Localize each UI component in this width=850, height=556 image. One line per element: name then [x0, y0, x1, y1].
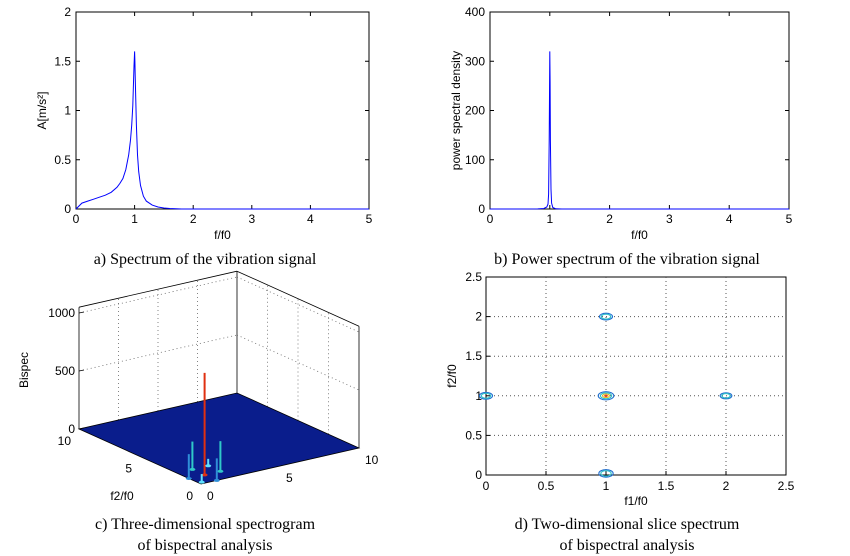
- z-tick-mark: [78, 311, 85, 314]
- contour-ring: [598, 312, 614, 321]
- plot-frame: [75, 11, 370, 210]
- caption-c-line2: of bispectral analysis: [137, 537, 273, 554]
- y-tick-label: 2.5: [465, 270, 482, 284]
- y-tick-label: 1: [64, 104, 71, 118]
- y-axis-label: power spectral density: [449, 51, 463, 170]
- y-tick-label: 100: [465, 153, 485, 167]
- contour-ring: [480, 392, 492, 399]
- box-edge-top: [236, 270, 360, 327]
- x-tick-label: 0: [483, 479, 490, 493]
- series-line: [490, 51, 789, 210]
- x-tick-label: 4: [726, 212, 733, 226]
- x-tick-label: 2: [723, 479, 730, 493]
- contour-ring: [600, 313, 612, 320]
- z-axis-label: Bispec: [17, 352, 31, 388]
- contour-ring: [721, 393, 731, 399]
- series-line: [75, 51, 369, 210]
- x-tick-label: 3: [666, 212, 673, 226]
- plot-frame: [489, 11, 790, 210]
- contour-ring: [599, 392, 613, 400]
- f2-axis-label: f2/f0: [110, 489, 134, 503]
- caption-b: b) Power spectrum of the vibration signa…: [494, 251, 760, 268]
- x-axis-label: f/f0: [631, 228, 648, 242]
- x-tick-label: 5: [786, 212, 793, 226]
- x-tick-label: 1: [131, 212, 138, 226]
- contour-ring: [478, 391, 494, 400]
- y-tick-label: 300: [465, 54, 485, 68]
- surface-peak-base: [185, 477, 192, 480]
- z-tick-label: 1000: [48, 306, 75, 320]
- x-axis-label: f/f0: [214, 228, 231, 242]
- surface-peak-base: [217, 469, 224, 473]
- x-tick-label: 2: [190, 212, 197, 226]
- x-tick-label: 5: [366, 212, 373, 226]
- y-tick-label: 200: [465, 104, 485, 118]
- contour-ring: [719, 392, 733, 400]
- contour-ring: [604, 394, 608, 397]
- wall-grid-line: [236, 334, 360, 391]
- x-axis-label: f1/f0: [624, 494, 648, 508]
- f2-tick-label: 5: [125, 462, 132, 476]
- x-tick-label: 1.5: [658, 479, 675, 493]
- x-tick-label: 1: [546, 212, 553, 226]
- y-tick-label: 0.5: [54, 153, 71, 167]
- y-tick-label: 1.5: [54, 54, 71, 68]
- f1-tick-label: 10: [365, 453, 379, 467]
- x-tick-label: 0.5: [538, 479, 555, 493]
- y-tick-label: 2: [64, 5, 71, 19]
- y-tick-label: 2: [475, 310, 482, 324]
- contour-ring: [602, 393, 610, 399]
- plot-frame: [485, 276, 787, 476]
- plot-a-spectrum: 0 1 2 3 4 5 0 0.5 1 1.5 2 f/f0 A[m/s²]: [35, 5, 373, 242]
- surface-peak-base: [205, 464, 212, 468]
- z-tick-label: 500: [55, 364, 75, 378]
- surface-peak-base: [189, 467, 196, 471]
- x-tick-label: 1: [603, 479, 610, 493]
- contour-ring: [597, 391, 615, 401]
- caption-d-line2: of bispectral analysis: [559, 537, 695, 554]
- y-axis-label: f2/f0: [445, 364, 459, 388]
- y-tick-label: 1.5: [465, 349, 482, 363]
- y-tick-label: 400: [465, 5, 485, 19]
- f1-tick-label: 5: [286, 471, 293, 485]
- z-tick-label: 0: [68, 422, 75, 436]
- z-tick-mark: [78, 369, 85, 372]
- box-edge-top: [78, 270, 238, 308]
- x-tick-label: 0: [73, 212, 80, 226]
- plot-d-contour-slice: 0 0.5 1 1.5 2 2.5 0 0.5 1 1.5 2 2.5 f1/f0 f2/f0: [445, 270, 795, 508]
- surface-peak-base: [201, 473, 208, 477]
- y-tick-label: 0: [478, 202, 485, 216]
- x-tick-label: 2: [606, 212, 613, 226]
- contour-ring: [600, 470, 612, 477]
- f2-tick-label: 10: [58, 434, 72, 448]
- caption-a: a) Spectrum of the vibration signal: [93, 251, 317, 268]
- caption-d-line1: d) Two-dimensional slice spectrum: [514, 516, 740, 533]
- z-tick-mark: [78, 427, 85, 430]
- y-tick-label: 0: [64, 202, 71, 216]
- wall-grid-line: [78, 334, 238, 372]
- f1-tick-label: 0: [207, 489, 214, 503]
- caption-c-line1: c) Three-dimensional spectrogram: [94, 516, 316, 533]
- surface-peak-base: [198, 480, 205, 484]
- y-tick-label: 0: [475, 468, 482, 482]
- f2-tick-label: 0: [186, 489, 193, 503]
- x-tick-label: 4: [307, 212, 314, 226]
- surface-peak-base: [213, 478, 220, 482]
- y-tick-label: 0.5: [465, 428, 482, 442]
- plot-b-power-spectrum: 0 1 2 3 4 5 0 100 200 300 400 f/f0 power spectral de…: [449, 5, 793, 242]
- contour-ring: [598, 469, 614, 478]
- y-tick-label: 1: [475, 389, 482, 403]
- y-axis-label: A[m/s²]: [35, 92, 49, 130]
- surface-floor: [77, 392, 361, 485]
- x-tick-label: 2.5: [778, 479, 795, 493]
- x-tick-label: 3: [248, 212, 255, 226]
- x-tick-label: 0: [487, 212, 494, 226]
